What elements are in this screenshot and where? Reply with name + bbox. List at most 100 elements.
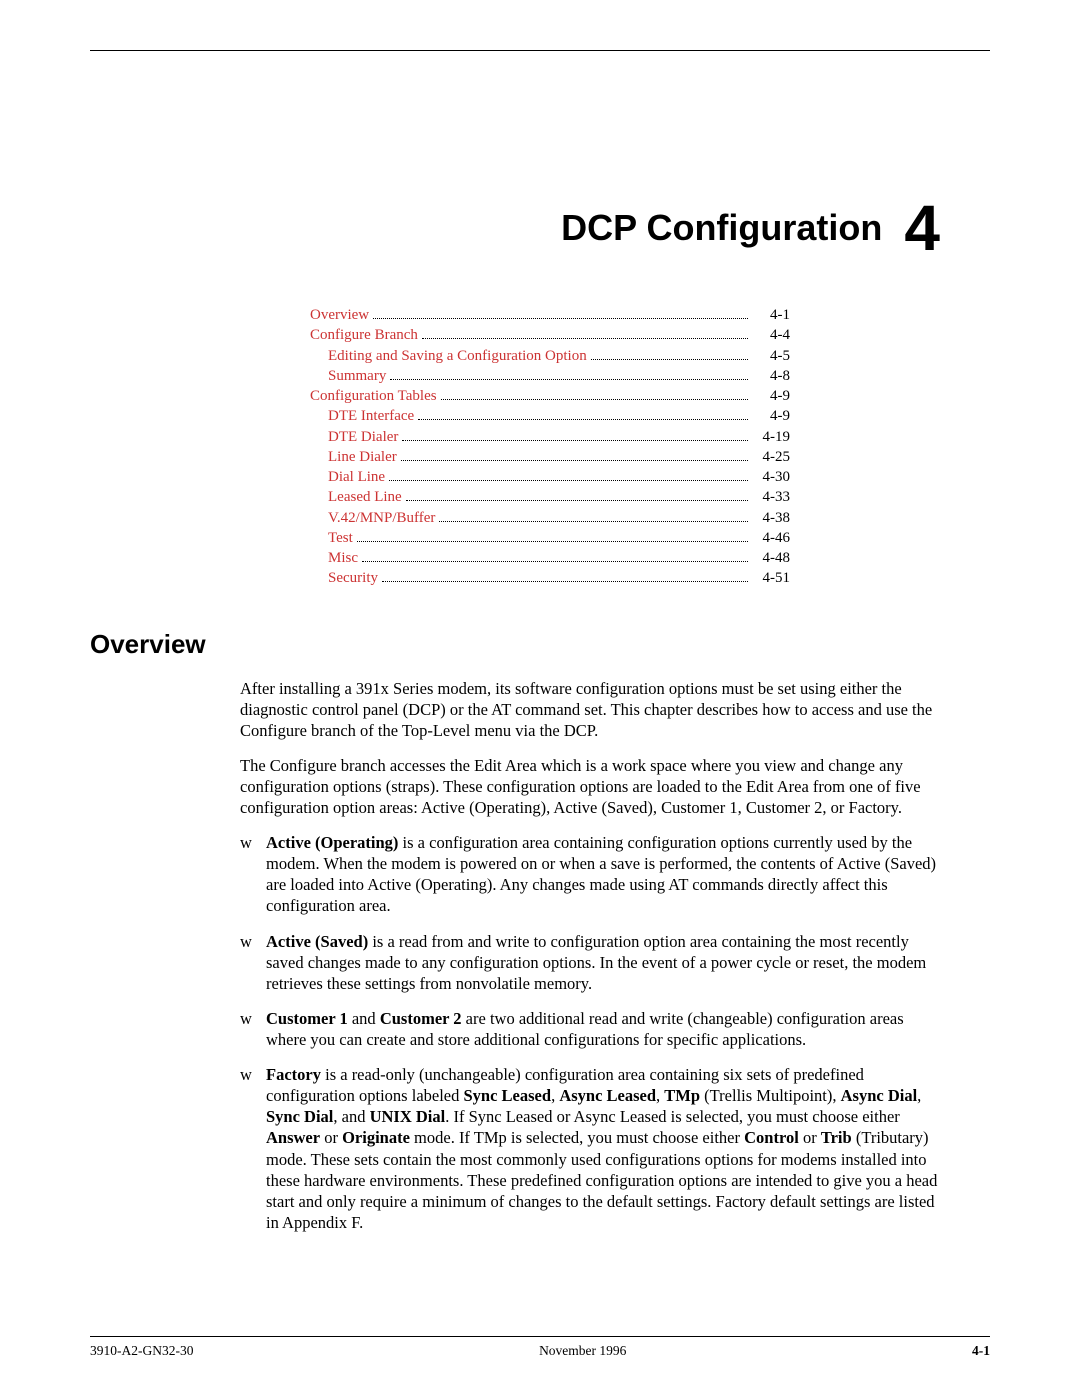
toc-leader-dots <box>401 460 748 461</box>
toc-page-number: 4-1 <box>752 305 790 325</box>
toc-leader-dots <box>406 500 748 501</box>
toc-page-number: 4-33 <box>752 487 790 507</box>
toc-link[interactable]: Misc <box>328 548 358 568</box>
toc-page-number: 4-38 <box>752 508 790 528</box>
bullet-marker: w <box>240 1008 266 1050</box>
list-item: w Factory is a read-only (unchangeable) … <box>240 1064 940 1233</box>
bullet-content: Factory is a read-only (unchangeable) co… <box>266 1064 940 1233</box>
toc-page-number: 4-46 <box>752 528 790 548</box>
chapter-title: DCP Configuration <box>561 207 882 248</box>
toc-entry: Configure Branch 4-4 <box>310 325 790 345</box>
footer-page-number: 4-1 <box>972 1343 990 1359</box>
toc-page-number: 4-30 <box>752 467 790 487</box>
toc-leader-dots <box>402 440 748 441</box>
toc-leader-dots <box>418 419 748 420</box>
toc-page-number: 4-9 <box>752 386 790 406</box>
toc-entry: Configuration Tables 4-9 <box>310 386 790 406</box>
table-of-contents: Overview 4-1 Configure Branch 4-4 Editing an… <box>310 305 790 589</box>
term: Customer 1 <box>266 1009 348 1028</box>
toc-page-number: 4-8 <box>752 366 790 386</box>
term: Active (Operating) <box>266 833 398 852</box>
term: TMp <box>664 1086 700 1105</box>
toc-entry: V.42/MNP/Buffer 4-38 <box>310 508 790 528</box>
toc-link[interactable]: Overview <box>310 305 369 325</box>
toc-entry: Dial Line 4-30 <box>310 467 790 487</box>
footer-date: November 1996 <box>539 1343 626 1359</box>
term: Active (Saved) <box>266 932 368 951</box>
toc-page-number: 4-19 <box>752 427 790 447</box>
toc-link[interactable]: Line Dialer <box>328 447 397 467</box>
term: Sync Leased <box>464 1086 552 1105</box>
page-footer: 3910-A2-GN32-30 November 1996 4-1 <box>90 1336 990 1359</box>
chapter-number: 4 <box>904 192 940 264</box>
toc-entry: Line Dialer 4-25 <box>310 447 790 467</box>
body-text: After installing a 391x Series modem, it… <box>240 678 940 819</box>
term: Control <box>744 1128 799 1147</box>
toc-leader-dots <box>382 581 748 582</box>
toc-link[interactable]: Security <box>328 568 378 588</box>
text: or <box>799 1128 821 1147</box>
footer-rule <box>90 1336 990 1337</box>
toc-link[interactable]: Summary <box>328 366 386 386</box>
toc-entry: Editing and Saving a Configuration Optio… <box>310 346 790 366</box>
term: Async Leased <box>559 1086 656 1105</box>
toc-page-number: 4-4 <box>752 325 790 345</box>
toc-link[interactable]: Editing and Saving a Configuration Optio… <box>328 346 587 366</box>
toc-leader-dots <box>390 379 748 380</box>
toc-page-number: 4-51 <box>752 568 790 588</box>
bullet-marker: w <box>240 931 266 994</box>
toc-entry: DTE Interface 4-9 <box>310 406 790 426</box>
toc-link[interactable]: DTE Interface <box>328 406 414 426</box>
bullet-content: Active (Saved) is a read from and write … <box>266 931 940 994</box>
term: Trib <box>821 1128 852 1147</box>
toc-leader-dots <box>591 359 748 360</box>
toc-page-number: 4-9 <box>752 406 790 426</box>
toc-page-number: 4-48 <box>752 548 790 568</box>
list-item: w Active (Operating) is a configuration … <box>240 832 940 916</box>
list-item: w Active (Saved) is a read from and writ… <box>240 931 940 994</box>
toc-leader-dots <box>362 561 748 562</box>
toc-link[interactable]: Configure Branch <box>310 325 418 345</box>
toc-link[interactable]: Configuration Tables <box>310 386 437 406</box>
bullet-content: Active (Operating) is a configuration ar… <box>266 832 940 916</box>
toc-entry: Test 4-46 <box>310 528 790 548</box>
footer-row: 3910-A2-GN32-30 November 1996 4-1 <box>90 1343 990 1359</box>
text: and <box>348 1009 380 1028</box>
toc-entry: Summary 4-8 <box>310 366 790 386</box>
toc-leader-dots <box>357 541 748 542</box>
chapter-header: DCP Configuration 4 <box>90 191 990 265</box>
toc-entry: Leased Line 4-33 <box>310 487 790 507</box>
text: , and <box>333 1107 369 1126</box>
term: Customer 2 <box>380 1009 462 1028</box>
text: mode. If TMp is selected, you must choos… <box>410 1128 744 1147</box>
toc-link[interactable]: Test <box>328 528 353 548</box>
toc-link[interactable]: DTE Dialer <box>328 427 398 447</box>
text: , <box>917 1086 921 1105</box>
toc-leader-dots <box>439 521 748 522</box>
toc-leader-dots <box>373 318 748 319</box>
text: or <box>320 1128 342 1147</box>
term: Originate <box>342 1128 410 1147</box>
toc-leader-dots <box>441 399 748 400</box>
toc-entry: DTE Dialer 4-19 <box>310 427 790 447</box>
section-heading: Overview <box>90 629 990 660</box>
term: Async Dial <box>841 1086 918 1105</box>
term: UNIX Dial <box>370 1107 446 1126</box>
toc-link[interactable]: Dial Line <box>328 467 385 487</box>
term: Answer <box>266 1128 320 1147</box>
term: Factory <box>266 1065 321 1084</box>
toc-entry: Overview 4-1 <box>310 305 790 325</box>
bullet-list: w Active (Operating) is a configuration … <box>240 832 940 1233</box>
paragraph: After installing a 391x Series modem, it… <box>240 678 940 741</box>
term: Sync Dial <box>266 1107 333 1126</box>
top-rule <box>90 50 990 51</box>
bullet-content: Customer 1 and Customer 2 are two additi… <box>266 1008 940 1050</box>
toc-page-number: 4-25 <box>752 447 790 467</box>
bullet-marker: w <box>240 832 266 916</box>
text: . If Sync Leased or Async Leased is sele… <box>445 1107 900 1126</box>
toc-link[interactable]: V.42/MNP/Buffer <box>328 508 435 528</box>
toc-leader-dots <box>389 480 748 481</box>
list-item: w Customer 1 and Customer 2 are two addi… <box>240 1008 940 1050</box>
footer-doc-id: 3910-A2-GN32-30 <box>90 1343 194 1359</box>
toc-link[interactable]: Leased Line <box>328 487 402 507</box>
